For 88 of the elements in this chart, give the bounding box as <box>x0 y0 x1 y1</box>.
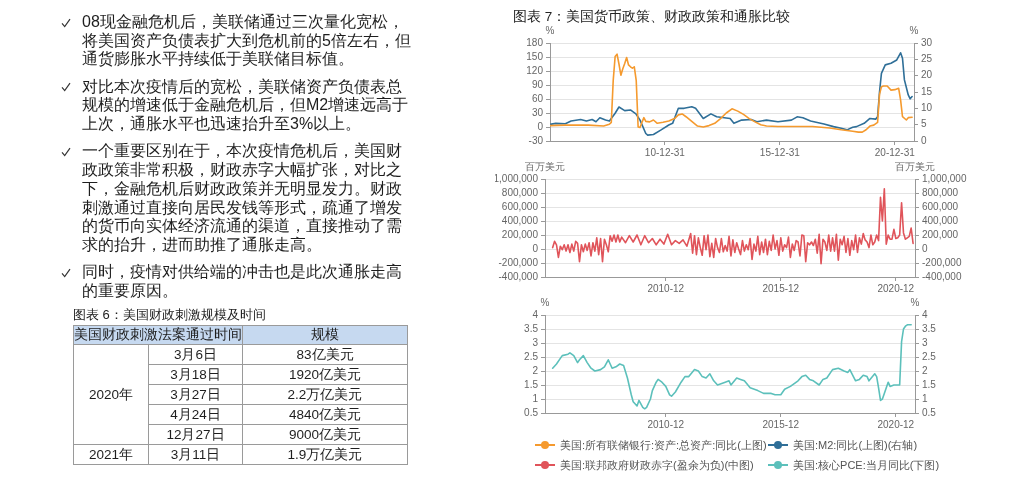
y2-tick-label: -200,000 <box>922 256 962 268</box>
y2-tick-label: 30 <box>921 36 933 48</box>
y-tick-label: -400,000 <box>498 270 539 282</box>
x-tick-label: 2020-12 <box>877 418 915 430</box>
y2-tick-label: 200,000 <box>922 228 959 240</box>
text: 3月6日 <box>173 346 218 362</box>
y-axis-title: % <box>540 296 550 308</box>
y2-tick-label: 800,000 <box>922 186 959 198</box>
text: 3月11日 <box>170 446 221 462</box>
y2-tick-label: 0 <box>922 242 928 254</box>
y2-axis-title: 百万美元 <box>895 160 935 172</box>
y-tick-label: 1,000,000 <box>493 172 539 184</box>
chart-title: 图表 7：美国货币政策、财政政策和通胀比较 <box>513 8 791 26</box>
text: 08现金融危机后，美联储通过三次量化宽松，将美国资产负债表扩大到危机前的5倍左右，但通货膨胀水平持续低于美联储目标值。 <box>82 13 411 68</box>
x-tick-label: 20-12-31 <box>874 146 916 158</box>
y2-tick-label: 1 <box>922 392 928 404</box>
y-tick-label: 180 <box>526 36 544 48</box>
y2-tick-label: 600,000 <box>922 200 959 212</box>
text: 图表 6：美国财政刺激规模及时间 <box>73 306 267 324</box>
y-tick-label: 120 <box>526 64 544 76</box>
y-tick-label: 2 <box>532 364 539 376</box>
x-tick-label: 2010-12 <box>647 282 685 294</box>
text: 4840亿美元 <box>288 406 362 422</box>
category-label: 规模 <box>242 325 408 345</box>
y-tick-label: 2.5 <box>524 350 539 362</box>
y2-tick-label: 2.5 <box>922 350 937 362</box>
legend-label: 美国:核心PCE:当月同比(下图) <box>793 458 940 472</box>
y-tick-label: 0 <box>532 242 539 254</box>
y2-tick-label: 0.5 <box>922 406 937 418</box>
y-tick-label: 90 <box>531 78 544 90</box>
y-tick-label: 3.5 <box>524 322 539 334</box>
y-tick-label: 800,000 <box>501 186 539 198</box>
x-tick-label: 2015-12 <box>762 418 800 430</box>
text: 9000亿美元 <box>288 426 362 442</box>
x-tick-label: 15-12-31 <box>759 146 801 158</box>
text: 对比本次疫情后的宽松，美联储资产负债表总规模的增速低于金融危机后，但M2增速远高于上次，通胀水平也迅速抬升至3%以上。 <box>82 77 409 133</box>
y-tick-label: 150 <box>526 50 544 62</box>
y2-tick-label: 1,000,000 <box>922 172 967 184</box>
text: 2021年 <box>88 446 134 462</box>
x-tick-label: 2020-12 <box>877 282 915 294</box>
y2-axis-title: % <box>910 296 920 308</box>
y2-tick-label: 4 <box>922 308 928 320</box>
text: 1920亿美元 <box>288 366 362 382</box>
y2-tick-label: 10 <box>921 102 933 114</box>
y2-tick-label: 0 <box>921 134 927 146</box>
y2-axis-title: % <box>909 24 919 36</box>
y2-tick-label: 5 <box>921 118 927 130</box>
y-tick-label: 1.5 <box>524 378 539 390</box>
y-tick-label: 60 <box>531 92 544 104</box>
legend-label: 美国:所有联储银行:资产:总资产:同比(上图) <box>560 438 767 452</box>
y2-tick-label: 2 <box>922 364 928 376</box>
y2-tick-label: 400,000 <box>922 214 959 226</box>
y2-tick-label: -400,000 <box>922 270 962 282</box>
text: 3月18日 <box>170 366 221 382</box>
y-tick-label: 600,000 <box>501 200 539 212</box>
legend-label: 美国:联邦政府财政赤字(盈余为负)(中图) <box>560 458 754 472</box>
text: 2.2万亿美元 <box>287 386 363 402</box>
y-tick-label: 200,000 <box>501 228 539 240</box>
y-tick-label: 3 <box>532 336 539 348</box>
y2-tick-label: 1.5 <box>922 378 937 390</box>
y2-tick-label: 25 <box>921 53 933 65</box>
y-tick-label: 4 <box>532 308 539 320</box>
y-tick-label: 0 <box>537 120 544 132</box>
y-tick-label: -30 <box>528 134 544 146</box>
text: 一个重要区别在于，本次疫情危机后，美国财政政策非常积极，财政赤字大幅扩张，对比之下，金融危机后财政政策并无明显发力。财政刺激通过直接向居民发钱等形式，疏通了增发的货币向实体经济流通的渠道，直接推动了需求的抬升，进而助推了通胀走高。 <box>82 142 402 253</box>
text: 12月27日 <box>166 426 225 442</box>
x-tick-label: 2015-12 <box>762 282 800 294</box>
y-tick-label: 30 <box>531 106 544 118</box>
y-tick-label: 0.5 <box>524 406 539 418</box>
y-tick-label: -200,000 <box>498 256 539 268</box>
legend-label: 美国:M2:同比(上图)(右轴) <box>793 438 918 452</box>
text: 83亿美元 <box>296 346 354 362</box>
category-label: 美国财政刺激法案通过时间 <box>73 325 243 345</box>
y2-tick-label: 20 <box>921 69 933 81</box>
y-tick-label: 1 <box>532 392 539 404</box>
y-tick-label: 400,000 <box>501 214 539 226</box>
y-axis-title: % <box>545 24 555 36</box>
text: 4月24日 <box>170 406 221 422</box>
text: 1.9万亿美元 <box>287 446 363 462</box>
text: 同时，疫情对供给端的冲击也是此次通胀走高的重要原因。 <box>82 263 402 299</box>
y2-tick-label: 15 <box>921 85 933 97</box>
y2-tick-label: 3.5 <box>922 322 937 334</box>
x-tick-label: 10-12-31 <box>644 146 686 158</box>
text: 3月27日 <box>170 386 221 402</box>
x-tick-label: 2010-12 <box>647 418 685 430</box>
y-axis-title: 百万美元 <box>525 160 565 172</box>
y2-tick-label: 3 <box>922 336 928 348</box>
text: 2020年 <box>88 386 134 402</box>
